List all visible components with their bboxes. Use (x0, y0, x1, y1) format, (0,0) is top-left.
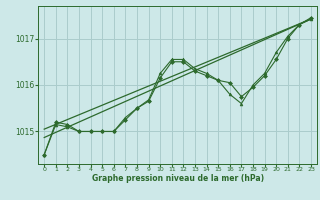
X-axis label: Graphe pression niveau de la mer (hPa): Graphe pression niveau de la mer (hPa) (92, 174, 264, 183)
